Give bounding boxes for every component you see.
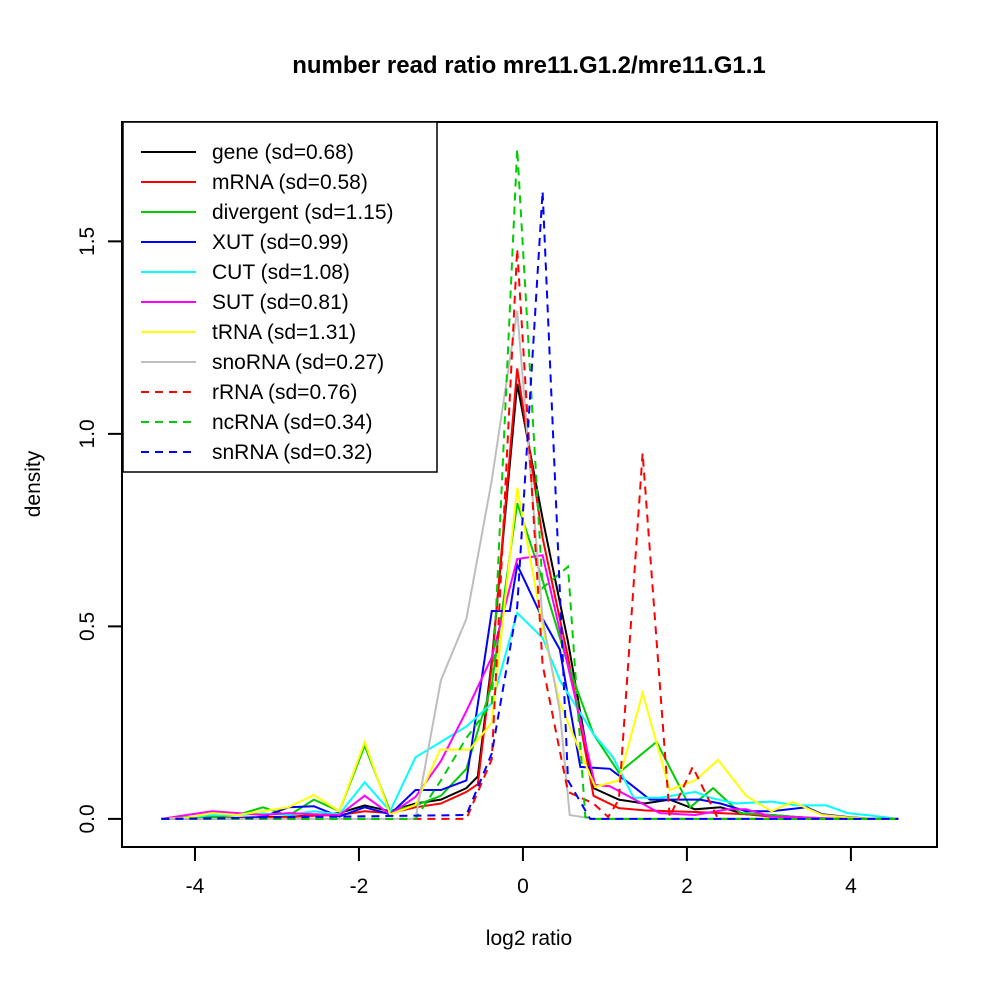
x-tick-label: 0 bbox=[517, 875, 529, 898]
series-lines bbox=[161, 148, 899, 820]
series-line-divergent bbox=[161, 502, 899, 820]
legend-label-SUT: SUT (sd=0.81) bbox=[212, 291, 349, 314]
legend: gene (sd=0.68) mRNA (sd=0.58) divergent (s… bbox=[122, 121, 438, 473]
y-axis: 0.0 0.5 1.0 1.5 bbox=[76, 227, 122, 833]
legend-item-ncRNA: ncRNA (sd=0.34) bbox=[141, 411, 373, 434]
series-line-CUT bbox=[161, 610, 899, 820]
y-tick-label: 1.0 bbox=[76, 419, 99, 448]
legend-label-tRNA: tRNA (sd=1.31) bbox=[212, 321, 356, 344]
x-tick-label: -4 bbox=[186, 875, 205, 898]
legend-items: gene (sd=0.68) mRNA (sd=0.58) divergent (s… bbox=[141, 141, 394, 464]
series-line-SUT bbox=[161, 554, 899, 820]
plot-box bbox=[121, 121, 938, 848]
series-line-snRNA bbox=[161, 191, 899, 820]
y-tick-label: 0.5 bbox=[76, 612, 99, 641]
legend-item-rRNA: rRNA (sd=0.76) bbox=[141, 381, 357, 404]
x-axis-label: log2 ratio bbox=[486, 927, 572, 950]
legend-box bbox=[122, 121, 438, 473]
y-tick-label: 1.5 bbox=[76, 227, 99, 256]
legend-item-XUT: XUT (sd=0.99) bbox=[141, 231, 349, 254]
legend-label-ncRNA: ncRNA (sd=0.34) bbox=[212, 411, 373, 434]
legend-label-mRNA: mRNA (sd=0.58) bbox=[212, 171, 368, 194]
legend-item-divergent: divergent (sd=1.15) bbox=[141, 201, 394, 224]
x-tick-label: -2 bbox=[350, 875, 369, 898]
legend-item-mRNA: mRNA (sd=0.58) bbox=[141, 171, 368, 194]
chart-title: number read ratio mre11.G1.2/mre11.G1.1 bbox=[292, 52, 766, 79]
series-line-rRNA bbox=[161, 249, 899, 820]
legend-item-SUT: SUT (sd=0.81) bbox=[141, 291, 349, 314]
y-tick-label: 0.0 bbox=[76, 804, 99, 833]
legend-label-divergent: divergent (sd=1.15) bbox=[212, 201, 394, 224]
x-tick-label: 2 bbox=[681, 875, 693, 898]
legend-label-snRNA: snRNA (sd=0.32) bbox=[212, 441, 373, 464]
series-line-tRNA bbox=[161, 487, 899, 820]
series-line-XUT bbox=[161, 561, 899, 820]
legend-label-gene: gene (sd=0.68) bbox=[212, 141, 354, 164]
legend-label-rRNA: rRNA (sd=0.76) bbox=[212, 381, 357, 404]
legend-label-CUT: CUT (sd=1.08) bbox=[212, 261, 350, 284]
legend-item-snoRNA: snoRNA (sd=0.27) bbox=[141, 351, 384, 374]
legend-label-snoRNA: snoRNA (sd=0.27) bbox=[212, 351, 384, 374]
x-axis: -4 -2 0 2 4 bbox=[186, 847, 857, 898]
legend-item-gene: gene (sd=0.68) bbox=[141, 141, 354, 164]
series-line-ncRNA bbox=[161, 148, 899, 820]
legend-item-CUT: CUT (sd=1.08) bbox=[141, 261, 350, 284]
legend-item-snRNA: snRNA (sd=0.32) bbox=[141, 441, 373, 464]
legend-label-XUT: XUT (sd=0.99) bbox=[212, 231, 349, 254]
x-tick-label: 4 bbox=[845, 875, 857, 898]
legend-item-tRNA: tRNA (sd=1.31) bbox=[141, 321, 356, 344]
y-axis-label: density bbox=[22, 450, 45, 517]
series-line-snoRNA bbox=[161, 310, 899, 820]
